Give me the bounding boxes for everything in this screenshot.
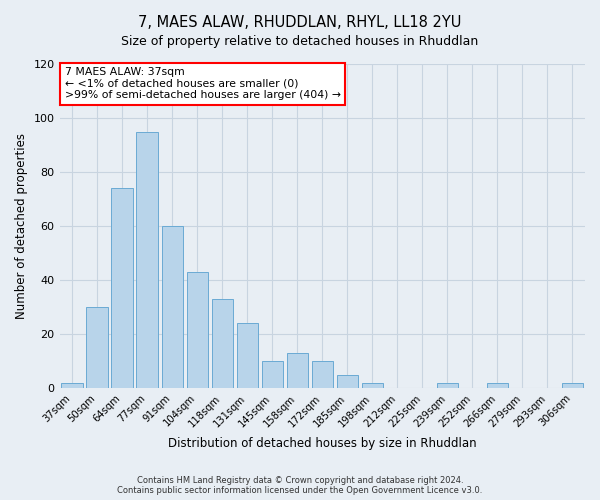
Text: 7 MAES ALAW: 37sqm
← <1% of detached houses are smaller (0)
>99% of semi-detache: 7 MAES ALAW: 37sqm ← <1% of detached hou…	[65, 67, 341, 100]
Bar	[212, 299, 233, 388]
Text: Size of property relative to detached houses in Rhuddlan: Size of property relative to detached ho…	[121, 35, 479, 48]
Bar	[437, 383, 458, 388]
Bar	[311, 361, 333, 388]
Bar	[487, 383, 508, 388]
Bar	[86, 307, 108, 388]
Text: 7, MAES ALAW, RHUDDLAN, RHYL, LL18 2YU: 7, MAES ALAW, RHUDDLAN, RHYL, LL18 2YU	[139, 15, 461, 30]
Bar	[362, 383, 383, 388]
Bar	[262, 361, 283, 388]
Bar	[562, 383, 583, 388]
Bar	[112, 188, 133, 388]
Bar	[287, 353, 308, 388]
Bar	[187, 272, 208, 388]
X-axis label: Distribution of detached houses by size in Rhuddlan: Distribution of detached houses by size …	[168, 437, 476, 450]
Bar	[136, 132, 158, 388]
Y-axis label: Number of detached properties: Number of detached properties	[15, 133, 28, 319]
Bar	[61, 383, 83, 388]
Bar	[236, 324, 258, 388]
Bar	[337, 374, 358, 388]
Bar	[161, 226, 183, 388]
Text: Contains HM Land Registry data © Crown copyright and database right 2024.
Contai: Contains HM Land Registry data © Crown c…	[118, 476, 482, 495]
